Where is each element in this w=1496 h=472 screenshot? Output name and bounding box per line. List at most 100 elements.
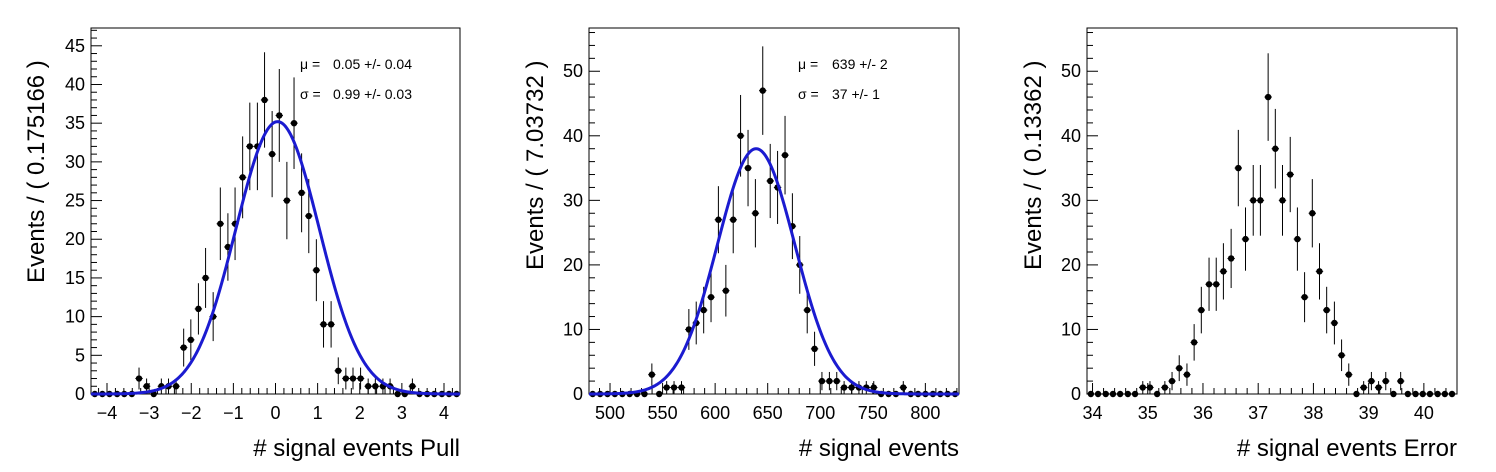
y-tick-label: 20 xyxy=(65,229,85,249)
data-point xyxy=(1279,197,1286,204)
x-tick-label: 4 xyxy=(439,403,449,423)
data-point xyxy=(1116,390,1124,398)
data-point xyxy=(313,266,320,274)
data-point xyxy=(715,216,722,223)
data-point xyxy=(349,375,357,382)
data-point xyxy=(752,210,759,217)
axis-ticks: 34 35 36 37 38 39 40 0 10 20 30 40 50 xyxy=(1061,32,1458,423)
sigma-value: 37 +/- 1 xyxy=(832,86,880,102)
y-tick-label: 20 xyxy=(563,255,583,275)
data-point xyxy=(1368,377,1375,385)
data-point xyxy=(1264,93,1272,101)
plot-frame xyxy=(90,27,461,395)
data-point xyxy=(1287,171,1294,178)
data-point xyxy=(357,375,364,382)
data-point xyxy=(870,384,877,391)
data-point xyxy=(1102,390,1109,398)
y-tick-label: 50 xyxy=(563,61,583,81)
data-point xyxy=(202,274,209,282)
data-point xyxy=(172,383,180,390)
data-point xyxy=(656,390,663,398)
mu-symbol: μ = xyxy=(798,56,818,72)
fit-results-box: μ = 0.05 +/- 0.04 σ = 0.99 +/- 0.03 xyxy=(300,56,412,102)
data-point xyxy=(1242,235,1249,243)
data-point xyxy=(268,150,276,158)
data-points xyxy=(91,96,460,398)
x-tick-label: 600 xyxy=(700,403,730,423)
error-bars xyxy=(91,52,461,395)
x-tick-label: 500 xyxy=(595,403,625,423)
x-tick-label: −3 xyxy=(139,403,160,423)
data-point xyxy=(826,377,833,385)
sigma-symbol: σ = xyxy=(798,86,819,102)
x-axis-label: # signal events Pull xyxy=(253,435,460,462)
x-tick-label: −2 xyxy=(181,403,202,423)
data-point xyxy=(195,305,202,313)
data-point xyxy=(1375,384,1382,391)
data-point xyxy=(239,174,246,181)
y-tick-label: 20 xyxy=(1061,255,1081,275)
data-point xyxy=(678,384,685,391)
x-axis-label: # signal events xyxy=(799,435,959,462)
data-point xyxy=(1441,390,1449,398)
x-tick-label: −1 xyxy=(223,403,244,423)
y-tick-label: 25 xyxy=(65,191,85,211)
data-point xyxy=(217,220,224,227)
data-point xyxy=(1412,390,1419,398)
x-tick-label: 800 xyxy=(910,403,940,423)
data-point xyxy=(298,189,305,197)
x-tick-label: 2 xyxy=(355,403,365,423)
y-tick-label: 45 xyxy=(65,36,85,56)
data-point xyxy=(1124,390,1132,398)
sigma-value: 0.99 +/- 0.03 xyxy=(333,86,412,102)
data-point xyxy=(730,216,737,223)
data-point xyxy=(364,383,372,390)
x-axis-label: # signal events Error xyxy=(1237,435,1457,462)
data-point xyxy=(1161,384,1169,391)
data-point xyxy=(409,383,416,390)
data-point xyxy=(1309,210,1316,217)
data-point xyxy=(342,375,350,382)
data-point xyxy=(804,306,811,314)
x-tick-label: 34 xyxy=(1083,403,1103,423)
y-tick-label: 30 xyxy=(1061,190,1081,210)
data-point xyxy=(1360,384,1367,391)
x-tick-label: 650 xyxy=(753,403,783,423)
data-points xyxy=(1087,93,1456,398)
y-tick-label: 15 xyxy=(65,268,85,288)
data-point xyxy=(1426,390,1434,398)
data-point xyxy=(394,390,401,398)
axis-ticks: 500 550 600 650 700 750 800 0 10 20 30 40 50 xyxy=(563,32,958,423)
data-point xyxy=(707,293,715,301)
data-point xyxy=(1390,390,1397,398)
data-point xyxy=(290,119,298,127)
x-tick-label: 750 xyxy=(858,403,888,423)
data-point xyxy=(1168,377,1176,385)
y-tick-label: 10 xyxy=(65,307,85,327)
y-axis-label: Events / ( 7.03732 ) xyxy=(522,61,549,270)
data-point xyxy=(1345,371,1352,378)
y-axis-label: Events / ( 0.175166 ) xyxy=(23,60,50,283)
data-point xyxy=(1301,293,1308,301)
data-point xyxy=(700,306,707,314)
data-point xyxy=(1190,339,1198,346)
plot-frame xyxy=(1086,27,1458,395)
data-point xyxy=(246,143,254,150)
data-point xyxy=(1146,384,1154,391)
gaussian-fit-curve xyxy=(91,120,460,396)
data-point xyxy=(327,321,335,328)
y-axis-label: Events / ( 0.13362 ) xyxy=(1020,61,1047,270)
data-point xyxy=(648,371,656,378)
data-point xyxy=(1331,319,1338,327)
y-tick-label: 50 xyxy=(1061,61,1081,81)
data-point xyxy=(1294,235,1301,243)
mu-value: 0.05 +/- 0.04 xyxy=(333,56,412,72)
gaussian-fit-curve xyxy=(588,147,959,396)
data-point xyxy=(744,164,752,172)
y-tick-label: 40 xyxy=(1061,126,1081,146)
data-point xyxy=(670,384,678,391)
data-point xyxy=(335,367,342,374)
data-point xyxy=(1139,384,1146,391)
